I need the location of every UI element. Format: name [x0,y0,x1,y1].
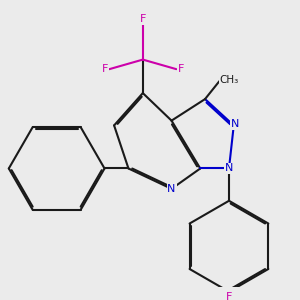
Text: F: F [140,14,146,24]
Text: N: N [167,184,176,194]
Text: F: F [177,64,184,74]
Text: CH₃: CH₃ [220,75,239,85]
Text: F: F [102,64,108,74]
Text: N: N [225,164,233,173]
Text: N: N [231,119,239,129]
Text: F: F [226,292,232,300]
